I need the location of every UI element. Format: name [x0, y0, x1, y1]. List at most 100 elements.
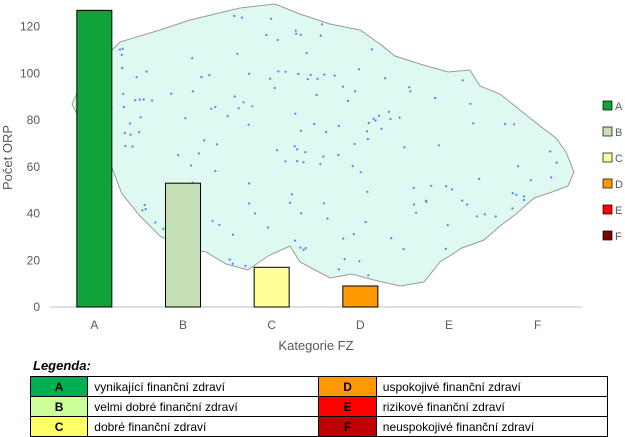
bar-D	[342, 285, 379, 308]
chart-bars: A B C D E F	[76, 9, 541, 332]
map-dot	[478, 177, 481, 180]
map-dot	[191, 90, 194, 93]
map-dot	[290, 193, 293, 196]
map-dot	[293, 239, 297, 242]
map-dot	[358, 260, 361, 263]
map-dot	[513, 123, 516, 126]
y-tick-label: 40	[27, 207, 41, 221]
map-dot	[412, 186, 415, 189]
map-dot	[277, 70, 280, 73]
legend-label: D	[615, 179, 623, 191]
legend-label: E	[615, 205, 622, 217]
map-dot	[294, 112, 297, 115]
map-dot	[511, 207, 514, 210]
map-dot	[177, 154, 180, 157]
map-dot	[120, 53, 123, 57]
map-dot	[359, 171, 362, 174]
map-dot	[322, 202, 325, 205]
x-tick-label: E	[445, 318, 453, 332]
map-dot	[299, 246, 302, 249]
legend-swatch-C	[602, 152, 613, 163]
map-dot	[337, 153, 340, 157]
map-dot	[237, 107, 240, 110]
map-dot	[128, 122, 132, 125]
map-dot	[191, 57, 194, 60]
bar-B	[165, 182, 201, 308]
map-dot	[403, 146, 406, 149]
map-dot	[129, 133, 132, 136]
legend-label: F	[615, 231, 622, 243]
map-dot	[437, 144, 440, 147]
map-dot	[466, 203, 469, 206]
map-dot	[276, 38, 279, 42]
map-dot	[162, 227, 165, 230]
map-dot	[511, 192, 514, 195]
czech-map-background	[71, 3, 575, 287]
map-dot	[483, 213, 486, 216]
map-dot	[523, 195, 526, 198]
map-dot	[408, 86, 411, 89]
map-dot	[353, 142, 356, 146]
legend-swatch-E	[602, 204, 613, 215]
x-tick-label: C	[267, 318, 276, 332]
map-dot	[364, 220, 367, 224]
map-dot	[208, 74, 211, 77]
map-dot	[387, 110, 390, 113]
map-dot	[184, 117, 187, 120]
map-dot	[214, 105, 217, 109]
map-dot	[265, 33, 268, 37]
map-dot	[142, 98, 145, 101]
map-dot	[354, 90, 357, 93]
map-dot	[380, 127, 383, 130]
x-tick-label: D	[356, 318, 365, 332]
map-dot	[296, 148, 299, 151]
map-dot	[309, 73, 312, 76]
legend-label: A	[615, 101, 623, 113]
map-dot	[240, 16, 244, 19]
legend-swatch-F	[602, 230, 613, 241]
map-dot	[450, 188, 453, 191]
map-dot	[367, 121, 370, 125]
map-dot	[236, 52, 239, 55]
map-dot	[151, 99, 154, 102]
map-dot	[210, 107, 213, 110]
map-dot	[321, 23, 324, 26]
map-dot	[211, 219, 214, 222]
map-dot	[248, 72, 251, 75]
legend-code: B	[29, 396, 89, 417]
map-dot	[494, 215, 497, 218]
legend-code: E	[318, 396, 377, 417]
map-dot	[295, 32, 298, 35]
map-dot	[313, 122, 316, 126]
map-dot	[266, 226, 269, 229]
map-dot	[445, 185, 448, 188]
x-axis-title: Kategorie FZ	[278, 338, 353, 353]
map-dot	[299, 129, 302, 132]
legend-swatch-A	[602, 100, 613, 111]
y-tick-label: 20	[27, 253, 41, 267]
map-dot	[434, 96, 437, 100]
map-dot	[412, 203, 416, 206]
legend-swatch-D	[602, 178, 613, 189]
map-dot	[366, 137, 369, 141]
map-dot	[200, 75, 203, 79]
map-dot	[390, 237, 393, 240]
map-dot	[472, 122, 475, 125]
map-dot	[248, 202, 251, 205]
map-dot	[275, 149, 279, 152]
legend-code: D	[318, 376, 377, 397]
map-dot	[342, 237, 345, 240]
map-dot	[269, 77, 272, 80]
x-tick-label: F	[534, 318, 541, 332]
map-dot	[515, 193, 518, 196]
map-dot	[154, 221, 157, 224]
x-tick-label: A	[90, 318, 98, 332]
map-dot	[144, 208, 147, 211]
legend-swatch-B	[602, 126, 613, 137]
y-tick-label: 120	[20, 20, 40, 34]
chart-legend: A B C D E F	[602, 100, 623, 243]
map-dot	[141, 209, 144, 212]
x-tick-label: B	[179, 318, 187, 332]
legend-code: C	[29, 416, 89, 437]
